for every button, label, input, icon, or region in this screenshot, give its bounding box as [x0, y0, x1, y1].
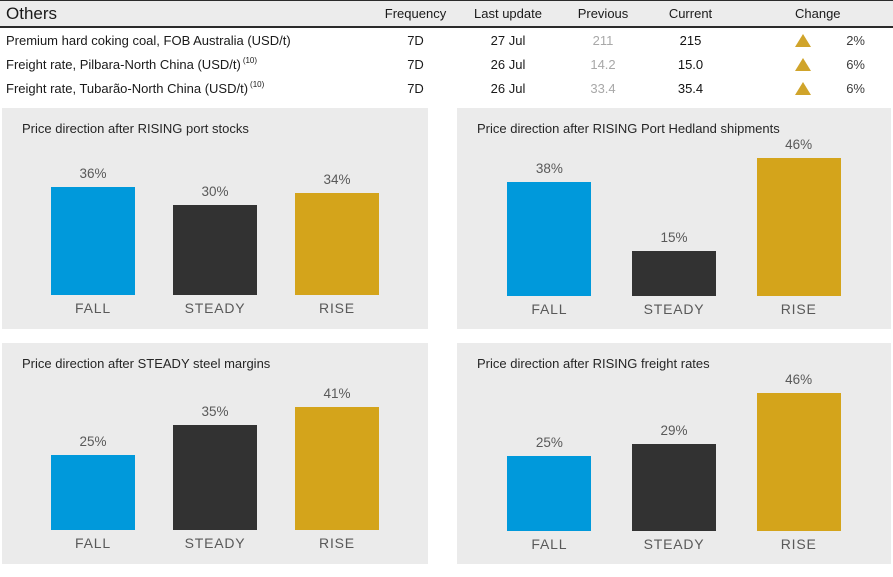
chart-panel-port-stocks: Price direction after RISING port stocks…: [2, 108, 428, 329]
x-axis-label-rise: RISE: [319, 535, 355, 551]
chart-title: Price direction after RISING port stocks: [22, 121, 249, 136]
last-update-value: 27 Jul: [490, 32, 526, 48]
chart-title: Price direction after STEADY steel margi…: [22, 356, 271, 371]
table-row: Freight rate, Tubarão-North China (USD/t…: [0, 76, 893, 100]
bar-value-label: 34%: [323, 172, 351, 187]
bar-steady: [173, 205, 257, 295]
x-axis-label-fall: FALL: [75, 535, 111, 551]
series-name: Freight rate, Pilbara-North China (USD/t…: [6, 56, 241, 72]
column-header-frequency: Frequency: [384, 6, 447, 21]
change-percent: 2%: [846, 32, 865, 48]
bar-value-label: 36%: [79, 166, 107, 181]
bar-rise: [295, 407, 379, 530]
series-name: Freight rate, Tubarão-North China (USD/t…: [6, 80, 249, 96]
bar-value-label: 38%: [535, 161, 563, 176]
column-header-current: Current: [668, 6, 713, 21]
footnote-ref: (10): [250, 80, 265, 90]
others-table: Others Frequency Last update Previous Cu…: [0, 0, 893, 100]
table-header-row: Others Frequency Last update Previous Cu…: [0, 0, 893, 28]
column-header-previous: Previous: [577, 6, 629, 21]
chart-grid: Price direction after RISING port stocks…: [2, 108, 891, 564]
bar-value-label: 15%: [660, 230, 688, 245]
plot-area: 25% 29% 46%: [477, 372, 871, 531]
bar-rise: [295, 193, 379, 295]
footnote-ref: (10): [242, 56, 258, 66]
column-header-last-update: Last update: [474, 6, 542, 21]
change-up-icon: [795, 81, 811, 95]
frequency-value: 7D: [407, 56, 424, 72]
chart-title: Price direction after RISING freight rat…: [477, 356, 710, 371]
chart-panel-port-hedland-shipments: Price direction after RISING Port Hedlan…: [457, 108, 891, 329]
change-up-icon: [795, 33, 811, 47]
chart-title: Price direction after RISING Port Hedlan…: [477, 121, 780, 136]
table-row: Premium hard coking coal, FOB Australia …: [0, 28, 893, 52]
bar-fall: [51, 455, 135, 530]
bar-rise: [756, 158, 841, 296]
column-header-change: Change: [795, 6, 841, 21]
bar-fall: [51, 187, 135, 295]
series-name: Premium hard coking coal, FOB Australia …: [6, 32, 291, 48]
bar-value-label: 25%: [535, 435, 563, 450]
x-axis-label-steady: STEADY: [184, 535, 246, 551]
bar-value-label: 29%: [660, 423, 688, 438]
bar-value-label: 30%: [201, 184, 229, 199]
previous-value: 211: [592, 32, 614, 48]
x-axis-label-fall: FALL: [531, 536, 568, 552]
chart-panel-freight-rates: Price direction after RISING freight rat…: [457, 343, 891, 564]
bar-value-label: 41%: [323, 386, 351, 401]
current-value: 15.0: [677, 56, 704, 72]
x-axis-label-steady: STEADY: [184, 300, 246, 316]
x-axis-label-rise: RISE: [780, 301, 817, 317]
bar-value-label: 35%: [201, 404, 229, 419]
frequency-value: 7D: [407, 80, 424, 96]
x-axis-label-steady: STEADY: [643, 301, 705, 317]
bar-value-label: 25%: [79, 434, 107, 449]
current-value: 215: [679, 32, 702, 48]
bar-steady: [173, 425, 257, 530]
chart-panel-steel-margins: Price direction after STEADY steel margi…: [2, 343, 428, 564]
x-axis-label-steady: STEADY: [643, 536, 705, 552]
bar-value-label: 46%: [785, 137, 813, 152]
change-up-icon: [795, 57, 811, 71]
plot-area: 36% 30% 34%: [22, 137, 408, 295]
bar-steady: [632, 444, 716, 531]
x-axis-label-fall: FALL: [75, 300, 111, 316]
table-section-title: Others: [6, 3, 58, 23]
bar-rise: [756, 393, 841, 531]
bar-value-label: 46%: [785, 372, 813, 387]
x-axis-label-fall: FALL: [531, 301, 568, 317]
plot-area: 38% 15% 46%: [477, 137, 871, 296]
frequency-value: 7D: [407, 32, 424, 48]
bar-fall: [507, 182, 592, 296]
current-value: 35.4: [677, 80, 704, 96]
change-percent: 6%: [846, 80, 865, 96]
x-axis-label-rise: RISE: [780, 536, 817, 552]
last-update-value: 26 Jul: [490, 80, 526, 96]
plot-area: 25% 35% 41%: [22, 372, 408, 530]
bar-steady: [632, 251, 716, 296]
table-row: Freight rate, Pilbara-North China (USD/t…: [0, 52, 893, 76]
change-percent: 6%: [846, 56, 865, 72]
last-update-value: 26 Jul: [490, 56, 526, 72]
previous-value: 33.4: [590, 80, 616, 96]
bar-fall: [507, 456, 592, 531]
x-axis-label-rise: RISE: [319, 300, 355, 316]
previous-value: 14.2: [590, 56, 616, 72]
